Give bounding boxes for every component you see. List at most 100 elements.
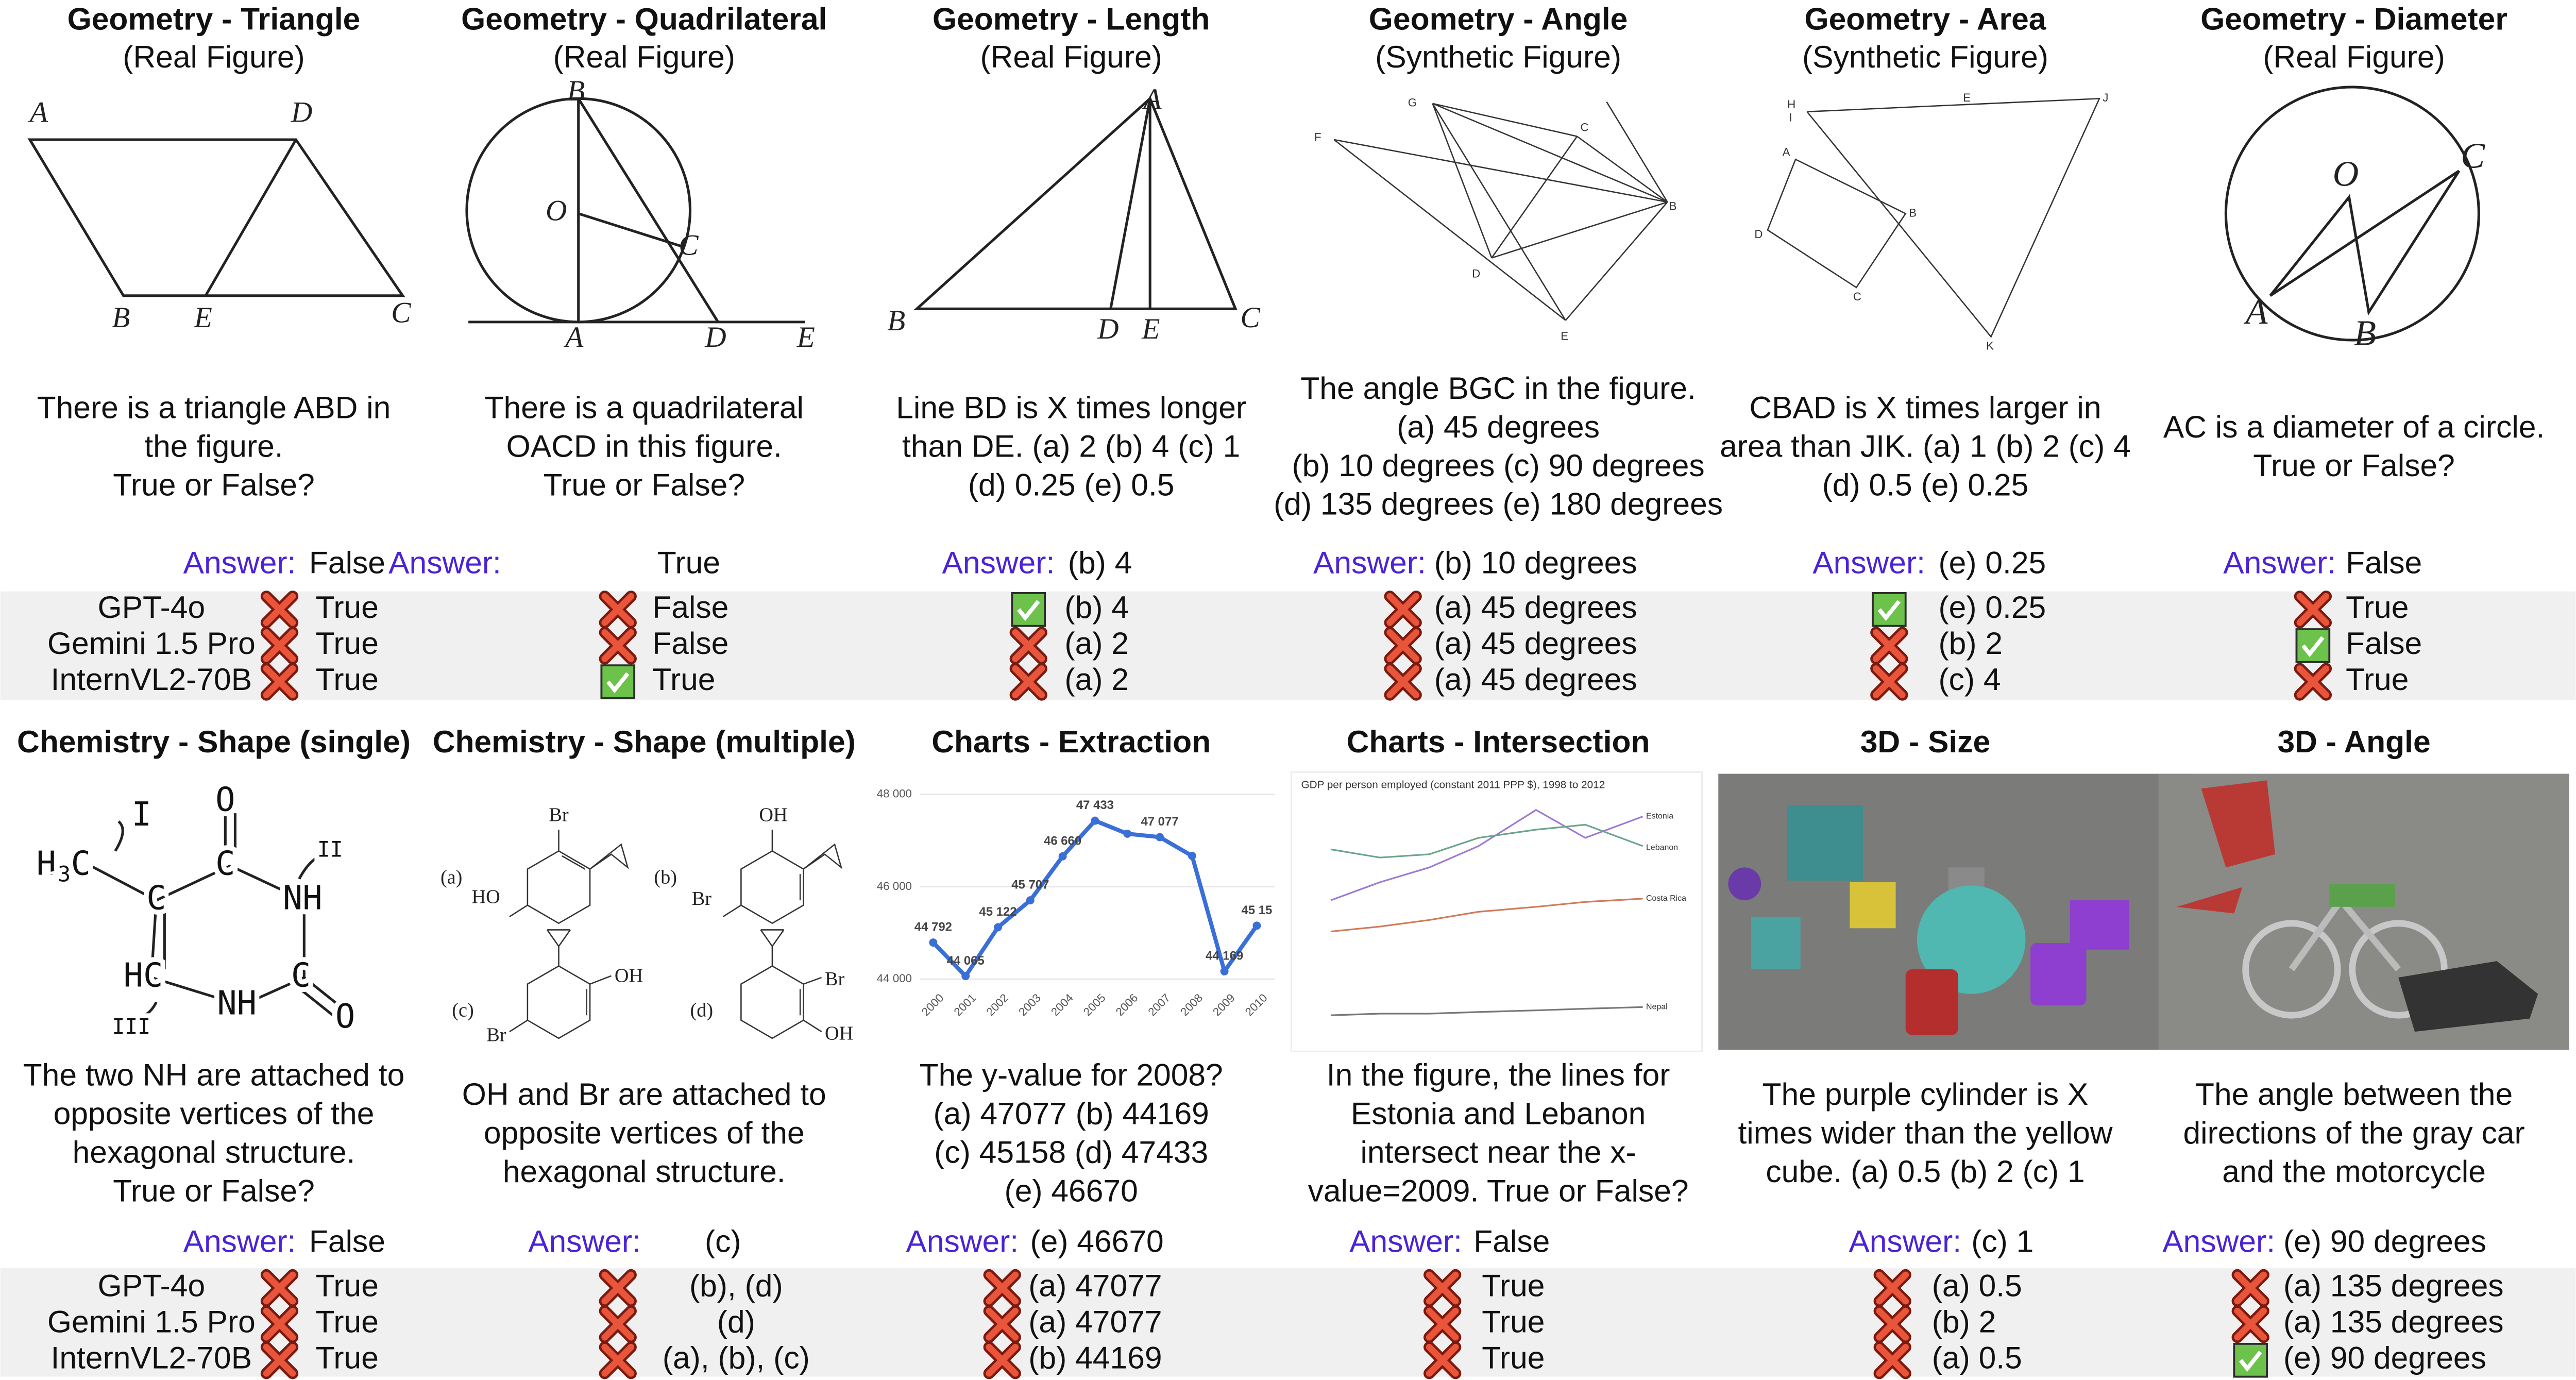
panel-label: (b) [654,866,677,888]
atom-label: C [71,845,91,883]
cross-icon-fill [1876,1343,1909,1377]
answer-label: Answer: [906,1223,1019,1258]
answer-label: Answer: [2223,545,2336,580]
model-answer: True [2346,662,2409,697]
atom-label: C [291,956,311,995]
model-answer: (e) 0.25 [1938,590,2046,625]
data-label: 45 707 [1011,878,1049,892]
panel-title: Geometry - Area [1804,1,2046,36]
point-label: A [1141,83,1162,115]
model-answer: True [1482,1340,1545,1375]
cross-icon-fill [263,665,296,698]
point-label: B [567,75,585,107]
panel-title: Charts - Extraction [931,724,1211,759]
cross-icon-fill [2234,1271,2267,1305]
cross-icon-fill [601,1271,635,1305]
data-point [929,938,938,947]
cross-icon-fill [263,1343,296,1377]
model-answer: True [2346,590,2409,625]
question-line: In the figure, the lines for [1327,1057,1670,1092]
cross-icon-fill [1872,629,1906,662]
atom-label: O [335,998,355,1036]
model-name: InternVL2-70B [51,662,252,697]
atom-label: NH [283,880,323,918]
cross-icon-fill [263,1307,296,1341]
point-label: A [2244,292,2268,332]
answer-value: (c) [705,1223,741,1258]
cross-icon-fill [1872,665,1906,698]
cross-icon-fill [601,593,635,626]
question-line: True or False? [113,467,315,502]
answer-value: False [309,1223,385,1258]
model-name: Gemini 1.5 Pro [47,1304,256,1339]
question-line: value=2009. True or False? [1308,1173,1689,1208]
diameter-figure: O C A B [2224,86,2485,354]
data-label: 47 433 [1076,798,1114,812]
atom-label: NH [217,985,257,1023]
series-label: Estonia [1646,812,1673,821]
model-answer: (b) 44169 [1028,1340,1162,1375]
answer-label: Answer: [2162,1223,2275,1258]
molecules-figure: Br (a) HO OH (b) Br (c) Br OH (d) Br OH [437,801,857,1049]
answer-value: False [1473,1223,1550,1258]
question-line: hexagonal structure. [503,1154,786,1189]
model-answer: (a) 0.5 [1932,1268,2022,1303]
point-label: B [887,305,905,337]
question-line: OH and Br are attached to [462,1076,826,1112]
cross-icon-fill [601,1343,635,1377]
atom-label: C [146,880,166,918]
cross-icon-fill [601,1307,635,1341]
model-answer: (b) 4 [1064,590,1129,625]
point-label: C [1853,290,1861,303]
model-answer: False [652,590,728,625]
question-line: and the motorcycle [2222,1154,2486,1189]
data-point [961,972,970,981]
model-answer: (b), (d) [689,1268,783,1303]
point-label: K [1986,340,1994,352]
cross-icon-fill [263,629,296,662]
panel-label: (d) [690,1000,714,1021]
question-line: (d) 0.25 (e) 0.5 [968,467,1175,502]
data-label: 44 792 [914,920,952,934]
panel-subtitle: (Synthetic Figure) [1802,39,2048,74]
answer-label: Answer: [183,545,296,580]
atom-label: HC [124,956,163,995]
point-label: E [1561,329,1568,342]
panel-title: Chemistry - Shape (multiple) [433,724,856,759]
check-mark [2239,1351,2262,1372]
cross-icon-fill [1386,593,1420,626]
model-answer: False [652,626,728,661]
atom-label: Br [549,804,569,826]
atom-label: I [132,796,151,834]
data-label: 45 122 [979,905,1016,919]
panel-subtitle: (Real Figure) [980,39,1162,74]
point-label: J [2103,91,2108,104]
cross-icon-fill [601,629,635,662]
atom-label: H [37,845,56,883]
answer-value: False [309,545,385,580]
series-label: Costa Rica [1646,894,1686,903]
question-line: the figure. [144,428,283,463]
answer-value: False [2346,545,2422,580]
point-label: C [391,296,411,329]
panel-subtitle: (Real Figure) [123,39,304,74]
point-label: E [194,301,212,334]
model-answer: True [316,590,379,625]
atom-label: C [215,845,235,883]
point-label: G [1408,96,1417,109]
question-line: (b) 10 degrees (c) 90 degrees [1292,448,1704,483]
scene-size [1718,773,2192,1050]
question-line: (a) 47077 (b) 44169 [933,1096,1209,1131]
point-label: C [2461,136,2485,176]
model-answer: (b) 2 [1938,626,2003,661]
model-answer: True [1482,1304,1545,1339]
model-answer: (b) 2 [1932,1304,1996,1339]
cross-icon-fill [1426,1343,1459,1377]
model-answer: (a) 2 [1064,662,1129,697]
model-answer: (e) 90 degrees [2283,1340,2486,1375]
atom-label: II [317,837,343,862]
cross-icon-fill [2296,593,2330,626]
atom-label: OH [615,965,643,987]
panel-subtitle: (Real Figure) [2263,39,2445,74]
question-line: Estonia and Lebanon [1351,1096,1646,1131]
